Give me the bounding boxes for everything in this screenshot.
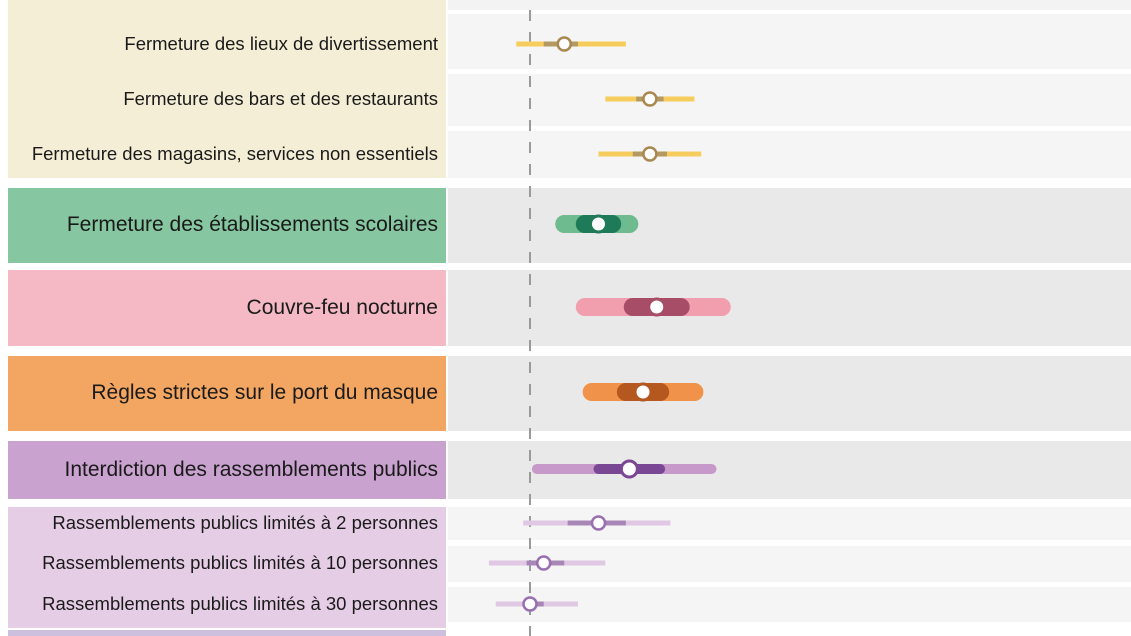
row-label: Rassemblements publics limités à 10 pers… xyxy=(42,552,438,573)
category-panels xyxy=(8,0,446,636)
estimate-point xyxy=(590,515,607,531)
row-stripe xyxy=(448,270,1131,346)
estimate-point xyxy=(535,555,552,571)
row-stripe xyxy=(448,0,1131,10)
estimate-point xyxy=(556,36,572,52)
row-label: Rassemblements publics limités à 2 perso… xyxy=(52,512,438,533)
estimate-point xyxy=(647,297,667,317)
row-label: Rassemblements publics limités à 30 pers… xyxy=(42,593,438,614)
row-label: Fermeture des bars et des restaurants xyxy=(123,88,438,109)
category-panel xyxy=(8,0,446,178)
row-label: Règles strictes sur le port du masque xyxy=(91,381,438,404)
estimate-point xyxy=(633,382,653,402)
estimate-point xyxy=(642,91,658,107)
row-stripe xyxy=(448,74,1131,126)
estimate-point xyxy=(522,596,538,612)
category-panel xyxy=(8,356,446,431)
row-stripe xyxy=(448,356,1131,431)
row-label: Fermeture des lieux de divertissement xyxy=(124,33,438,54)
category-panel xyxy=(8,630,446,636)
chart-marks xyxy=(488,36,731,612)
category-panel xyxy=(8,270,446,346)
category-panel xyxy=(8,441,446,499)
row-label: Interdiction des rassemblements publics xyxy=(64,458,438,481)
row-stripe xyxy=(448,131,1131,178)
estimate-point xyxy=(619,459,639,479)
row-stripes xyxy=(448,0,1131,622)
row-stripe xyxy=(448,188,1131,263)
row-label: Fermeture des établissements scolaires xyxy=(67,213,438,236)
row-label: Couvre-feu nocturne xyxy=(247,296,438,319)
row-label: Fermeture des magasins, services non ess… xyxy=(32,143,438,164)
category-panel xyxy=(8,188,446,263)
estimate-point xyxy=(589,214,608,234)
row-labels: Fermeture des lieux de divertissement Fer… xyxy=(32,33,438,614)
estimate-point xyxy=(642,146,658,162)
category-panel xyxy=(8,507,446,628)
